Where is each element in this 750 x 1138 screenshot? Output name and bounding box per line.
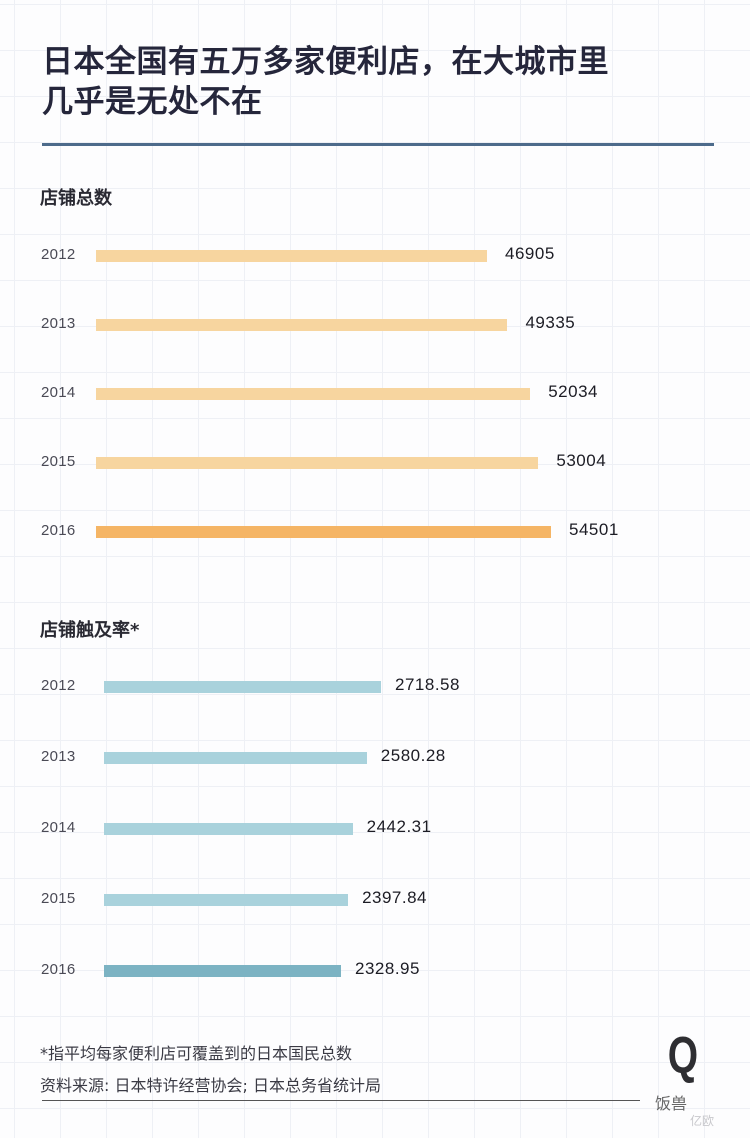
value-label: 2397.84 — [362, 888, 428, 907]
value-label: 52034 — [548, 382, 598, 401]
bar-row: 2016 54501 — [0, 520, 750, 544]
value-label: 54501 — [569, 520, 619, 539]
source-note: 资料来源: 日本特许经营协会; 日本总务省统计局 — [40, 1076, 381, 1095]
bar-row: 2012 46905 — [0, 244, 750, 268]
value-label: 2580.28 — [380, 746, 446, 765]
coverage-label: 店铺触及率* — [40, 620, 140, 641]
bar — [96, 457, 539, 469]
bar — [104, 894, 349, 906]
bar-row: 2012 2718.58 — [0, 675, 750, 699]
bar — [96, 250, 487, 262]
value-label: 2328.95 — [355, 959, 420, 978]
footnote: *指平均每家便利店可覆盖到的日本国民总数 — [40, 1044, 353, 1063]
value-label: 53004 — [556, 451, 607, 470]
year-label: 2012 — [41, 246, 76, 263]
title-divider — [42, 143, 714, 146]
title-line-1: 日本全国有五万多家便利店，在大城市里 — [42, 44, 609, 80]
year-label: 2016 — [41, 961, 76, 978]
bar-row: 2015 53004 — [0, 451, 750, 475]
year-label: 2015 — [41, 453, 76, 470]
bar — [104, 965, 341, 977]
value-label: 49335 — [525, 313, 576, 332]
year-label: 2012 — [41, 677, 76, 694]
year-label: 2014 — [41, 819, 76, 836]
bar — [104, 823, 353, 835]
bar-row: 2014 52034 — [0, 382, 750, 406]
bar — [96, 388, 531, 400]
bar — [96, 526, 551, 538]
year-label: 2013 — [41, 315, 76, 332]
bar — [96, 319, 508, 331]
title-line-2: 几乎是无处不在 — [42, 84, 263, 120]
page-title: 日本全国有五万多家便利店，在大城市里 几乎是无处不在 — [42, 42, 722, 122]
footer-divider — [42, 1100, 640, 1101]
year-label: 2016 — [41, 522, 76, 539]
value-label: 46905 — [505, 244, 555, 263]
bar-row: 2014 2442.31 — [0, 817, 750, 841]
logo-q-icon: Q — [667, 1027, 699, 1085]
year-label: 2013 — [41, 748, 76, 765]
bar-row: 2015 2397.84 — [0, 888, 750, 912]
year-label: 2014 — [41, 384, 76, 401]
bar-row: 2013 2580.28 — [0, 746, 750, 770]
bar-row: 2013 49335 — [0, 313, 750, 337]
year-label: 2015 — [41, 890, 76, 907]
value-label: 2718.58 — [395, 675, 460, 694]
logo-text: 饭兽 — [655, 1094, 688, 1113]
bar — [104, 681, 381, 693]
store-count-label: 店铺总数 — [40, 188, 112, 209]
bar — [104, 752, 367, 764]
value-label: 2442.31 — [366, 817, 432, 836]
watermark: 亿欧 — [690, 1114, 715, 1128]
bar-row: 2016 2328.95 — [0, 959, 750, 983]
